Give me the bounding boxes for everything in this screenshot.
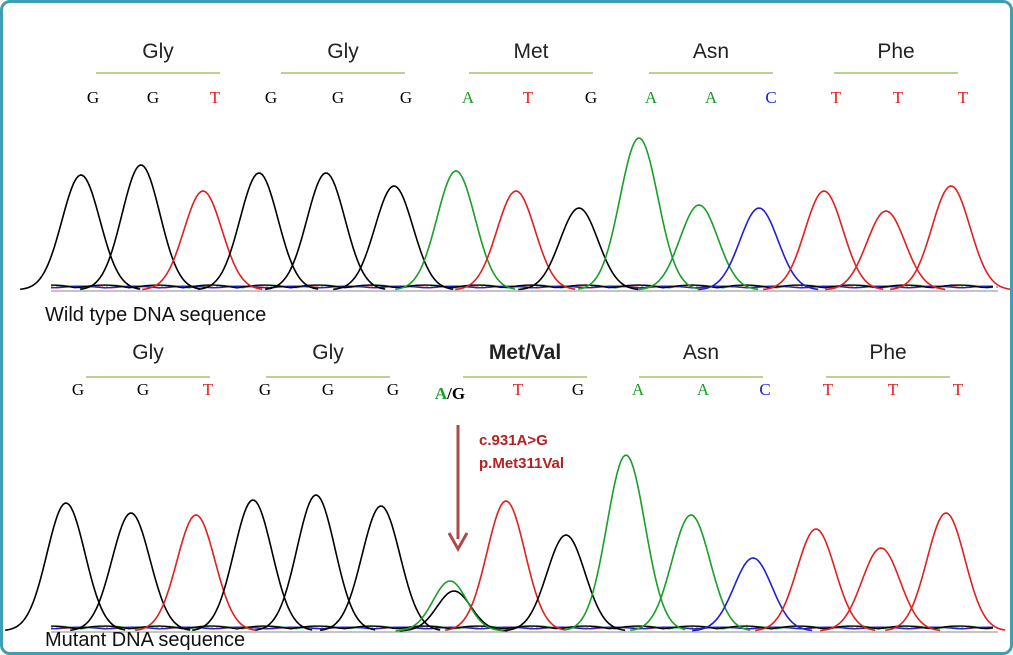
base-call: C [759, 380, 770, 399]
base-call: G [72, 380, 84, 399]
base-call: T [888, 380, 899, 399]
peak [755, 529, 875, 630]
codon-label: Gly [132, 341, 164, 364]
chromatogram: Gly Gly Met Asn Phe G G T G G G A T G A A C T T T Wild type … [3, 3, 1010, 652]
base-call: G [147, 88, 159, 107]
base-call: A [645, 88, 658, 107]
peak [445, 501, 565, 630]
base-part: /G [446, 384, 465, 403]
base-call: G [259, 380, 271, 399]
peak [198, 173, 318, 289]
peak [192, 500, 312, 630]
figure: Gly Gly Met Asn Phe G G T G G G A T G A A C T T T Wild type … [0, 0, 1013, 655]
base-call: G [265, 88, 277, 107]
base-call: T [523, 88, 534, 107]
peak [505, 535, 625, 630]
peak [630, 515, 750, 630]
mutation-note: c.931A>G [479, 432, 548, 449]
base-call: T [831, 88, 842, 107]
peak [265, 173, 385, 289]
peak [825, 211, 945, 289]
mutation-note: p.Met311Val [479, 455, 564, 472]
peak [638, 205, 758, 289]
codon-label: Phe [877, 40, 914, 63]
caption: Mutant DNA sequence [45, 629, 245, 651]
peak [70, 513, 190, 630]
base-call: G [137, 380, 149, 399]
base-call: T [210, 88, 221, 107]
base-call: A [632, 380, 645, 399]
peak [698, 208, 818, 289]
peak [255, 495, 375, 630]
base-call: T [203, 380, 214, 399]
peak [885, 513, 1005, 630]
peak [396, 581, 504, 631]
codon-label: Met/Val [489, 341, 561, 364]
peak [80, 165, 200, 289]
peak [890, 186, 1010, 289]
base-call: G [585, 88, 597, 107]
base-call: T [953, 380, 964, 399]
codon-label: Gly [312, 341, 344, 364]
peak [565, 455, 685, 630]
base-call: T [823, 380, 834, 399]
base-call: G [400, 88, 412, 107]
peak [692, 558, 812, 631]
codon-label: Gly [142, 40, 174, 63]
base-call: G [572, 380, 584, 399]
base-call: T [958, 88, 969, 107]
base-call: T [893, 88, 904, 107]
peak [20, 175, 140, 289]
base-call: A [697, 380, 710, 399]
base-call: A [462, 88, 475, 107]
codon-label: Met [513, 40, 548, 63]
codon-label: Asn [683, 341, 719, 364]
peak [578, 138, 698, 289]
codon-label: Asn [693, 40, 729, 63]
base-call: G [387, 380, 399, 399]
base-call: G [87, 88, 99, 107]
peak [763, 191, 883, 289]
base-call: C [765, 88, 776, 107]
base-call: G [322, 380, 334, 399]
base-call: A/G [435, 384, 465, 403]
peak [455, 191, 575, 289]
codon-label: Gly [327, 40, 359, 63]
codon-label: Phe [869, 341, 906, 364]
peak [5, 503, 125, 630]
caption: Wild type DNA sequence [45, 304, 266, 326]
base-part: A [435, 384, 448, 403]
peak [333, 186, 453, 289]
base-call: G [332, 88, 344, 107]
base-call: T [513, 380, 524, 399]
peak [518, 208, 638, 289]
peak [820, 548, 940, 630]
peak [320, 506, 440, 630]
base-call: A [705, 88, 718, 107]
